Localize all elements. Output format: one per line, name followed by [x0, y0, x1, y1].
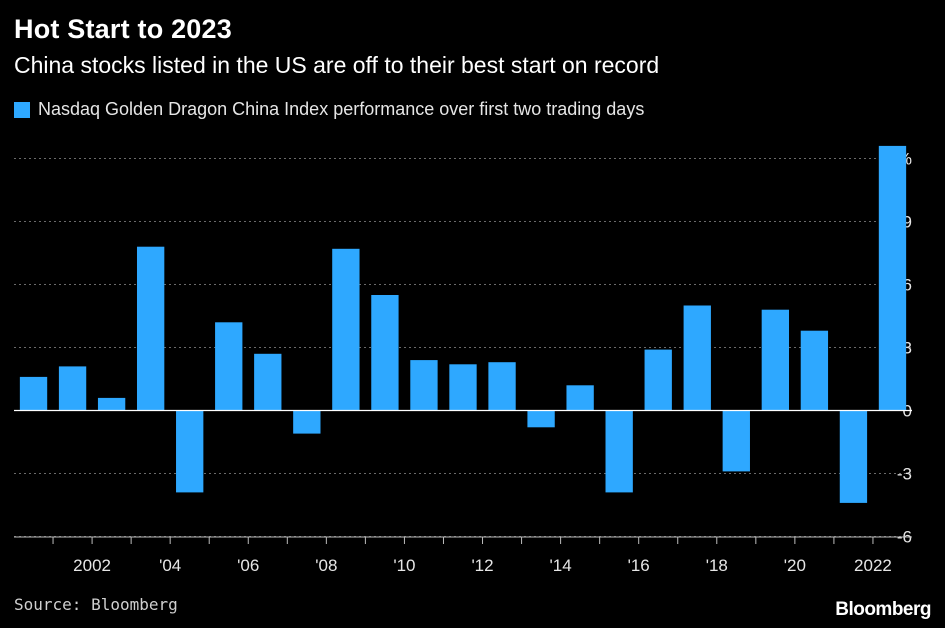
legend-swatch	[14, 101, 30, 118]
y-tick-label: 9	[903, 213, 912, 232]
bar-2018	[683, 305, 711, 411]
bar-2013	[488, 362, 516, 411]
bar-2004	[136, 246, 165, 411]
x-tick-label: '08	[315, 556, 337, 575]
bar-2003	[97, 397, 126, 411]
bar-2020	[761, 309, 790, 411]
bar-2001	[19, 376, 48, 411]
y-tick-label: -3	[897, 465, 912, 484]
bar-2002	[58, 366, 87, 411]
x-tick-label: '14	[550, 556, 572, 575]
bar-2023	[878, 145, 907, 411]
bar-2008	[293, 410, 321, 434]
bloomberg-logo: Bloomberg	[835, 599, 931, 620]
x-tick-label: 2022	[854, 556, 892, 575]
x-tick-label: '10	[393, 556, 415, 575]
x-tick-label: '16	[628, 556, 650, 575]
bar-2006	[215, 322, 243, 411]
bar-2012	[449, 364, 477, 411]
legend: Nasdaq Golden Dragon China Index perform…	[14, 99, 644, 120]
bar-2009	[332, 248, 360, 411]
bar-2022	[839, 410, 868, 503]
y-tick-label: 3	[903, 339, 912, 358]
bar-2005	[176, 410, 204, 493]
bar-2011	[410, 360, 438, 411]
bar-2015	[566, 385, 594, 411]
chart-title: Hot Start to 2023	[14, 14, 232, 44]
x-tick-label: 2002	[73, 556, 111, 575]
bar-2016	[605, 410, 633, 493]
x-tick-label: '20	[784, 556, 806, 575]
x-tick-label: '06	[237, 556, 259, 575]
bar-2021	[800, 330, 829, 411]
bar-2010	[371, 295, 399, 411]
source-note: Source: Bloomberg	[14, 595, 178, 614]
legend-label: Nasdaq Golden Dragon China Index perform…	[38, 99, 645, 119]
y-tick-label: 6	[903, 276, 912, 295]
bar-2017	[644, 349, 672, 411]
x-tick-label: '12	[471, 556, 493, 575]
bar-2014	[527, 410, 555, 428]
bar-2019	[722, 410, 750, 472]
bar-2007	[254, 353, 282, 411]
x-tick-label: '18	[706, 556, 728, 575]
x-tick-label: '04	[159, 556, 181, 575]
chart-subtitle: China stocks listed in the US are off to…	[14, 52, 660, 78]
